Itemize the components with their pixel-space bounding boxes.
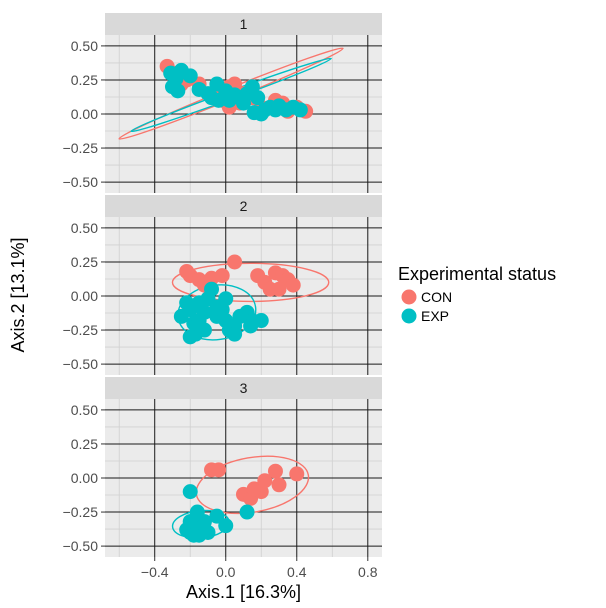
- y-tick-label: 0.50: [71, 402, 98, 418]
- data-point-exp: [209, 508, 225, 524]
- data-point-con: [285, 277, 301, 293]
- data-point-exp: [221, 92, 237, 108]
- y-tick-label: 0.25: [71, 436, 98, 452]
- x-tick-label: 0.8: [358, 564, 378, 580]
- data-point-exp: [246, 105, 262, 121]
- data-point-exp: [204, 281, 220, 297]
- y-tick-label: 0.00: [71, 106, 98, 122]
- x-axis-title: Axis.1 [16.3%]: [186, 582, 301, 602]
- data-point-exp: [250, 90, 266, 106]
- y-tick-label: −0.50: [63, 356, 99, 372]
- panel-1: 1 0.50 0.25 0.00 −0.25 −0.50: [63, 13, 382, 193]
- data-point-exp: [227, 326, 243, 342]
- y-tick-label: 0.00: [71, 470, 98, 486]
- x-tick-label: −0.4: [141, 564, 169, 580]
- data-point-con: [267, 463, 283, 479]
- data-point-exp: [243, 318, 259, 334]
- y-tick-label: −0.25: [63, 504, 99, 520]
- data-point-con: [289, 466, 305, 482]
- data-point-exp: [196, 322, 212, 338]
- y-tick-label: 0.25: [71, 72, 98, 88]
- facet-strip-label: 3: [240, 380, 248, 396]
- legend-key-con: [401, 289, 417, 305]
- panel-3: 3 0.50 0.25 0.00 −0.25 −0.50 −0.4 0.0 0.4 0.8: [63, 377, 382, 580]
- data-point-exp: [182, 484, 198, 500]
- y-tick-label: 0.25: [71, 254, 98, 270]
- legend-label-con: CON: [421, 289, 452, 305]
- data-point-exp: [182, 68, 198, 84]
- data-point-con: [211, 462, 227, 478]
- data-point-exp: [186, 527, 202, 543]
- y-tick-label: 0.50: [71, 220, 98, 236]
- facet-strip: [105, 377, 382, 399]
- data-point-exp: [236, 95, 251, 111]
- y-tick-label: −0.25: [63, 322, 99, 338]
- data-point-exp: [292, 102, 308, 118]
- data-point-con: [227, 254, 243, 270]
- facet-strip: [105, 195, 382, 217]
- y-tick-label: 0.00: [71, 288, 98, 304]
- data-point-exp: [204, 90, 220, 106]
- legend: Experimental status CON EXP: [398, 264, 556, 324]
- legend-title: Experimental status: [398, 264, 556, 284]
- y-axis-title: Axis.2 [13.1%]: [8, 237, 28, 352]
- legend-key-exp: [401, 308, 417, 324]
- data-point-con: [257, 473, 273, 489]
- data-point-con: [271, 281, 287, 297]
- data-point-exp: [218, 291, 234, 307]
- y-tick-label: 0.50: [71, 38, 98, 54]
- data-point-exp: [170, 83, 186, 99]
- data-point-con: [214, 268, 230, 284]
- data-point-con: [271, 477, 287, 493]
- x-tick-label: 0.0: [216, 564, 236, 580]
- confidence-ellipse-con: [171, 262, 330, 303]
- data-point-exp: [239, 504, 255, 520]
- data-point-exp: [182, 329, 198, 345]
- data-point-exp: [218, 518, 234, 534]
- facet-strip-label: 2: [240, 198, 248, 214]
- y-tick-label: −0.25: [63, 140, 99, 156]
- y-tick-label: −0.50: [63, 538, 99, 554]
- x-tick-label: 0.4: [287, 564, 307, 580]
- facet-strip-label: 1: [240, 16, 248, 32]
- panel-2: 2 0.50 0.25 0.00 −0.25 −0.50: [63, 195, 382, 375]
- y-tick-label: −0.50: [63, 174, 99, 190]
- legend-label-exp: EXP: [421, 308, 449, 324]
- facet-strip: [105, 13, 382, 35]
